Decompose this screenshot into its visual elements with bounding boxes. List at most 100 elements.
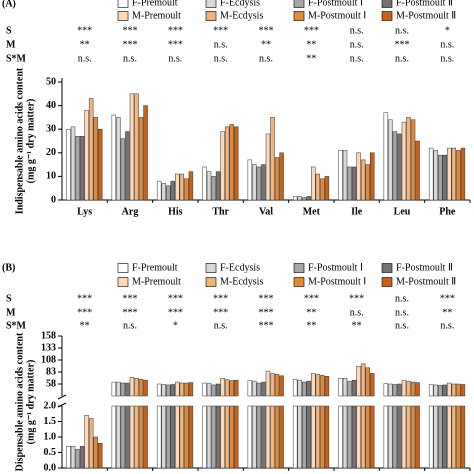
bar: [79, 136, 85, 201]
bar: [161, 384, 166, 397]
y-tick-label: 20: [46, 147, 56, 158]
bar: [256, 166, 262, 201]
bar: [320, 375, 325, 397]
bar-lower: [175, 405, 180, 469]
bar: [383, 383, 389, 397]
y-tick-label: 108: [41, 354, 56, 365]
bar: [175, 381, 180, 397]
bar: [261, 164, 266, 201]
legend-label: F-Premoult: [132, 0, 178, 8]
bar: [315, 374, 321, 397]
bar: [397, 133, 402, 201]
bar: [220, 131, 225, 201]
significance-label: S*M: [6, 320, 27, 331]
bar: [129, 377, 135, 397]
significance-label: S: [6, 25, 12, 36]
bar: [406, 380, 411, 397]
bar: [98, 442, 103, 469]
bar-lower: [156, 405, 162, 469]
bar: [338, 377, 343, 397]
bar: [410, 119, 416, 201]
bar-lower: [188, 405, 194, 469]
significance-value: ***: [77, 25, 92, 36]
legend-swatch: [381, 263, 393, 273]
bar: [356, 365, 361, 397]
significance-value: n.s.: [259, 53, 273, 64]
bar-lower: [215, 405, 221, 469]
bar-lower: [234, 405, 239, 469]
bar: [202, 166, 207, 201]
y-tick-label: 50: [46, 76, 56, 87]
significance-value: ***: [259, 25, 274, 36]
significance-value: **: [306, 39, 316, 50]
bar-lower: [170, 405, 175, 469]
bar: [456, 383, 461, 397]
bar: [161, 183, 166, 201]
bar: [261, 381, 266, 397]
bar-lower: [224, 405, 230, 469]
significance-label: S: [6, 293, 12, 304]
bar: [170, 180, 175, 201]
y-tick-label: 0.5: [44, 447, 57, 458]
bar: [342, 150, 348, 201]
bar-lower: [125, 405, 130, 469]
bar: [229, 380, 234, 397]
significance-value: n.s.: [78, 53, 92, 64]
significance-value: ***: [395, 39, 410, 50]
legend-label: F-Postmoult Ⅱ: [396, 262, 453, 273]
bar: [392, 131, 398, 201]
x-tick-label: Lys: [77, 206, 92, 217]
bar: [410, 381, 416, 397]
bar-lower: [383, 405, 389, 469]
bar-lower: [392, 405, 398, 469]
bar: [120, 138, 126, 201]
significance-value: ***: [259, 320, 274, 331]
legend-swatch: [293, 0, 305, 8]
bar: [220, 377, 225, 397]
bar: [306, 196, 311, 201]
y-tick-label: 58: [46, 378, 56, 389]
bar-lower: [397, 405, 402, 469]
bar-lower: [202, 405, 207, 469]
bar: [211, 384, 216, 397]
bar-lower: [365, 405, 370, 469]
legend-label: F-Postmoult Ⅱ: [396, 0, 453, 8]
y-tick-label: 40: [46, 100, 56, 111]
bar-lower: [116, 405, 121, 469]
legend-swatch: [117, 11, 129, 21]
legend-label: M-Premoult: [132, 276, 181, 287]
panel-label: (A): [2, 0, 16, 9]
significance-value: ***: [168, 39, 183, 50]
bar: [292, 196, 298, 201]
significance-value: n.s.: [440, 320, 454, 331]
x-tick-label: Arg: [122, 206, 139, 217]
bar: [356, 152, 361, 201]
bar: [215, 171, 221, 201]
significance-value: ***: [349, 293, 364, 304]
bar: [415, 140, 420, 201]
bar: [428, 147, 434, 201]
bar: [279, 152, 284, 201]
bar-lower: [166, 405, 171, 469]
significance-value: n.s.: [214, 53, 228, 64]
significance-value: n.s.: [350, 39, 364, 50]
bar: [125, 131, 130, 201]
significance-value: ***: [77, 293, 92, 304]
legend-label: M-Postmoult Ⅰ: [308, 10, 366, 21]
significance-value: ***: [213, 293, 228, 304]
bar: [442, 154, 447, 201]
significance-value: ***: [123, 39, 138, 50]
legend-swatch: [293, 263, 305, 273]
bar: [442, 384, 447, 397]
significance-label: M: [6, 307, 16, 318]
bar: [256, 382, 262, 397]
bar-lower: [324, 405, 330, 469]
significance-value: n.s.: [168, 53, 182, 64]
bar: [184, 382, 189, 397]
bar: [438, 154, 443, 201]
bar-lower: [401, 405, 407, 469]
y-tick-label: 2.0: [44, 400, 57, 411]
legend-label: M-Postmoult Ⅱ: [396, 276, 456, 287]
bar: [447, 382, 452, 397]
